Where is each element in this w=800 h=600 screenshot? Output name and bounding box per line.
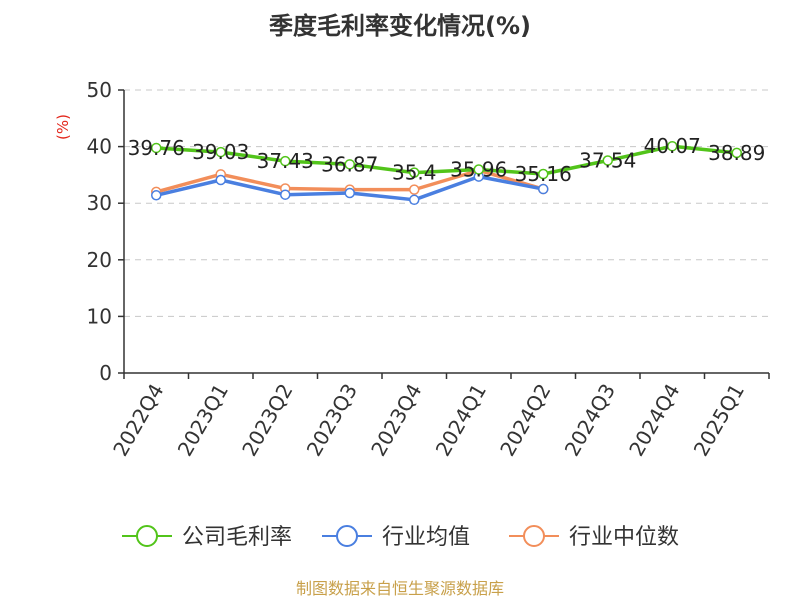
x-tick-label: 2022Q4 xyxy=(108,380,168,461)
legend-label: 公司毛利率 xyxy=(182,525,292,550)
data-label: 38.89 xyxy=(708,141,765,165)
y-tick-label: 40 xyxy=(87,135,112,159)
data-label: 35.16 xyxy=(515,162,572,186)
data-point xyxy=(215,174,226,186)
data-point xyxy=(538,183,549,195)
x-tick-label: 2023Q2 xyxy=(237,380,297,461)
legend-label: 行业中位数 xyxy=(569,525,679,550)
x-tick-label: 2024Q4 xyxy=(624,380,684,461)
data-point xyxy=(280,189,291,200)
y-tick-label: 30 xyxy=(87,191,112,215)
data-point xyxy=(602,155,613,166)
data-label: 35.96 xyxy=(450,157,507,181)
data-label: 37.54 xyxy=(579,149,636,173)
x-tick-label: 2023Q1 xyxy=(173,380,233,461)
y-axis-label: (%) xyxy=(54,114,72,140)
x-tick-label: 2023Q4 xyxy=(366,380,426,461)
x-tick-label: 2023Q3 xyxy=(302,380,362,461)
legend: 公司毛利率 行业均值 行业中位数 xyxy=(122,525,679,550)
data-point xyxy=(151,190,162,201)
legend-marker xyxy=(523,525,545,547)
legend-marker xyxy=(136,525,158,547)
y-tick-label: 50 xyxy=(87,78,112,102)
data-point xyxy=(344,159,355,170)
y-tick-label: 0 xyxy=(99,361,112,385)
series-group xyxy=(151,140,742,206)
data-point xyxy=(538,168,549,180)
x-tick-label: 2024Q1 xyxy=(431,380,491,461)
legend-marker xyxy=(336,525,358,547)
data-label: 36.87 xyxy=(321,152,378,176)
x-tick-label: 2024Q3 xyxy=(560,380,620,461)
data-point xyxy=(473,164,484,175)
data-point xyxy=(409,167,420,178)
x-tick-label: 2025Q1 xyxy=(689,380,749,461)
data-labels: 39.76 39.03 37.43 36.87 35.4 35.96 35.16 37.54 4… xyxy=(128,134,766,186)
data-point xyxy=(280,155,291,167)
data-point xyxy=(667,140,678,152)
data-label: 37.43 xyxy=(257,149,314,173)
x-tick-label: 2024Q2 xyxy=(495,380,555,461)
data-point xyxy=(409,184,420,195)
data-point xyxy=(344,187,355,199)
chart-title: 季度毛利率变化情况(%) xyxy=(269,12,531,40)
source-note: 制图数据来自恒生聚源数据库 xyxy=(296,579,504,598)
data-point xyxy=(731,147,742,159)
data-label: 35.4 xyxy=(392,161,437,185)
data-label: 39.03 xyxy=(192,140,249,164)
legend-label: 行业均值 xyxy=(382,525,470,550)
y-tick-label: 20 xyxy=(87,248,112,272)
series-line xyxy=(156,144,737,176)
data-label: 40.07 xyxy=(644,134,701,158)
y-tick-label: 10 xyxy=(87,304,112,328)
data-point xyxy=(215,146,226,158)
data-label: 39.76 xyxy=(128,136,185,160)
data-point xyxy=(151,142,162,154)
data-point xyxy=(409,194,420,206)
grid-lines xyxy=(124,89,769,317)
